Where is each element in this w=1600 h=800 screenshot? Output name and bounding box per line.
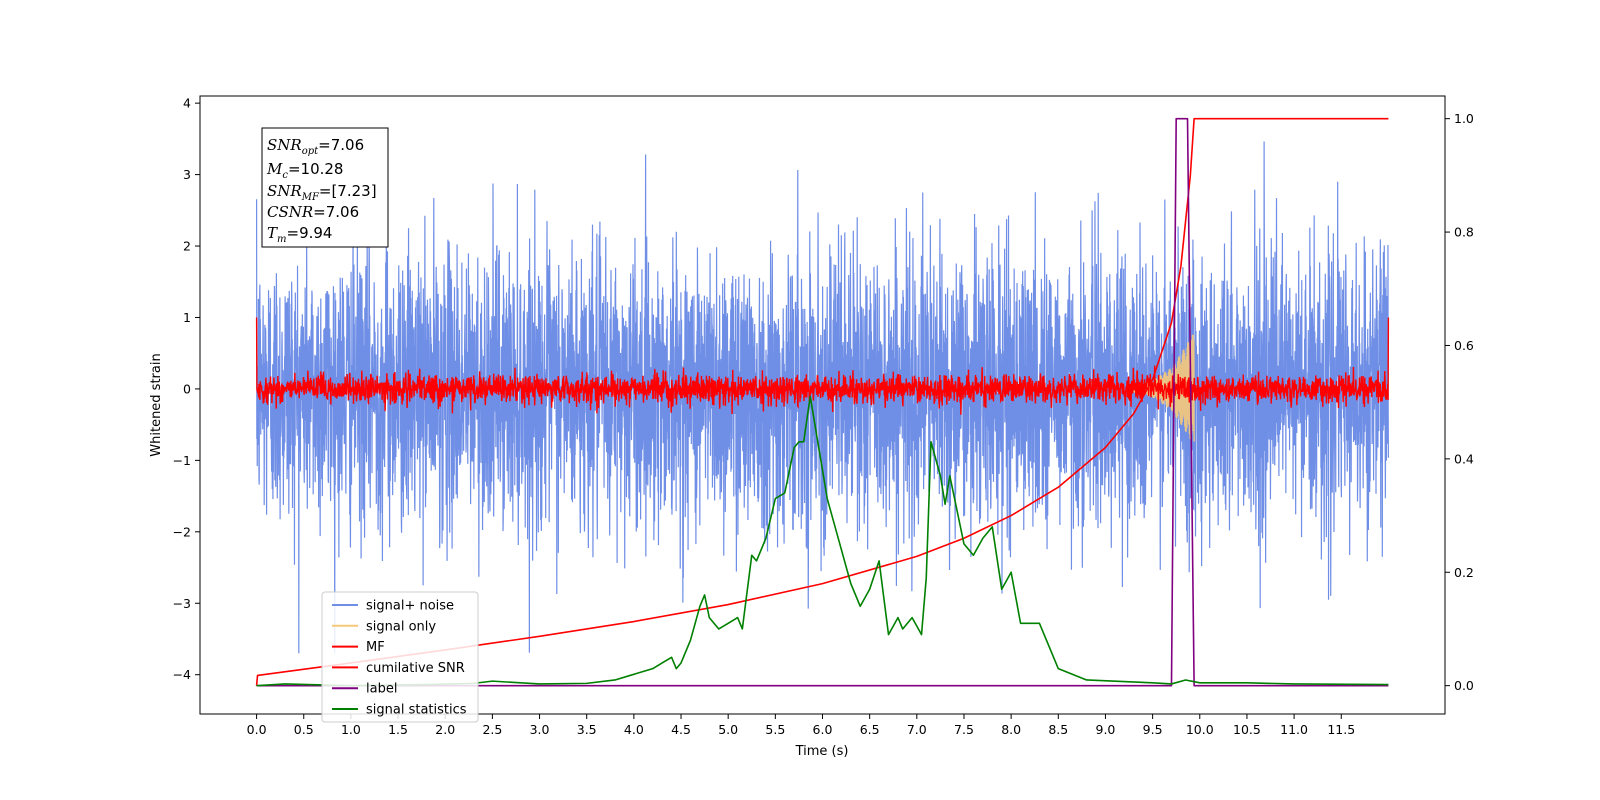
series-signal-statistics [256, 395, 1389, 687]
x-tick-label: 8.0 [1001, 722, 1021, 737]
y-tick-label: 0 [183, 381, 191, 396]
legend-label: MF [366, 640, 385, 655]
x-axis: 0.0 0.5 1.0 1.5 2.0 2.5 3.0 3.5 4.0 4.5 5.0 5.5 6.0 6… [247, 714, 1355, 737]
y2-tick-label: 0.2 [1454, 565, 1474, 580]
x-tick-label: 3.0 [530, 722, 550, 737]
x-tick-label: 11.0 [1280, 722, 1308, 737]
y2-tick-label: 0.0 [1454, 678, 1474, 693]
y-tick-label: 4 [183, 96, 191, 111]
y2-tick-label: 0.4 [1454, 451, 1474, 466]
annotation-tm: Tm=9.94 [267, 224, 332, 245]
x-tick-label: 4.0 [624, 722, 644, 737]
annotation-snr-opt: SNRopt=7.06 [267, 136, 364, 157]
x-tick-label: 3.5 [577, 722, 597, 737]
x-tick-label: 1.5 [388, 722, 408, 737]
x-tick-label: 0.0 [247, 722, 267, 737]
x-tick-label: 5.0 [718, 722, 738, 737]
x-tick-label: 5.5 [765, 722, 785, 737]
y-tick-label: 3 [183, 167, 191, 182]
annotation-box: SNRopt=7.06 Mc=10.28 SNRMF=[7.23] CSNR=7… [261, 127, 389, 248]
x-tick-label: 1.0 [341, 722, 361, 737]
x-tick-label: 7.0 [907, 722, 927, 737]
legend-label: label [366, 682, 397, 697]
annotation-snr-mf: SNRMF=[7.23] [267, 182, 377, 203]
y2-tick-label: 0.8 [1454, 225, 1474, 240]
y-tick-label: −4 [173, 667, 191, 682]
x-tick-label: 8.5 [1048, 722, 1068, 737]
x-tick-label: 2.5 [482, 722, 502, 737]
x-tick-label: 9.5 [1143, 722, 1163, 737]
series-signal-noise [255, 141, 1390, 654]
y2-tick-label: 0.6 [1454, 338, 1474, 353]
x-tick-label: 7.5 [954, 722, 974, 737]
series-mf [255, 317, 1390, 415]
annotation-csnr: CSNR=7.06 [267, 203, 359, 221]
legend: signal+ noise signal only MF cumilative SNR… [321, 591, 479, 723]
legend-label: signal only [366, 619, 436, 634]
x-axis-label: Time (s) [795, 744, 849, 759]
y-tick-label: 1 [183, 310, 191, 325]
y-tick-label: −2 [173, 524, 191, 539]
y-tick-label: 2 [183, 239, 191, 254]
series-label [256, 117, 1389, 687]
x-tick-label: 6.5 [860, 722, 880, 737]
x-tick-label: 6.0 [813, 722, 833, 737]
legend-label: signal statistics [366, 703, 467, 718]
y-axis-right: 1.0 0.8 0.6 0.4 0.2 0.0 [1445, 111, 1474, 693]
y-tick-label: −3 [173, 596, 191, 611]
legend-label: signal+ noise [366, 599, 454, 614]
x-tick-label: 4.5 [671, 722, 691, 737]
x-tick-label: 9.0 [1096, 722, 1116, 737]
x-tick-label: 10.0 [1186, 722, 1214, 737]
y-axis-left: 4 3 2 1 0 −1 −2 −3 −4 [173, 96, 200, 682]
annotation-mc: Mc=10.28 [266, 160, 343, 181]
y-tick-label: −1 [173, 453, 191, 468]
x-tick-label: 0.5 [294, 722, 314, 737]
x-tick-label: 10.5 [1233, 722, 1261, 737]
y2-tick-label: 1.0 [1454, 111, 1474, 126]
y-axis-label: Whitened strain [149, 353, 164, 456]
legend-label: cumilative SNR [366, 661, 465, 676]
x-tick-label: 11.5 [1327, 722, 1355, 737]
x-tick-label: 2.0 [435, 722, 455, 737]
